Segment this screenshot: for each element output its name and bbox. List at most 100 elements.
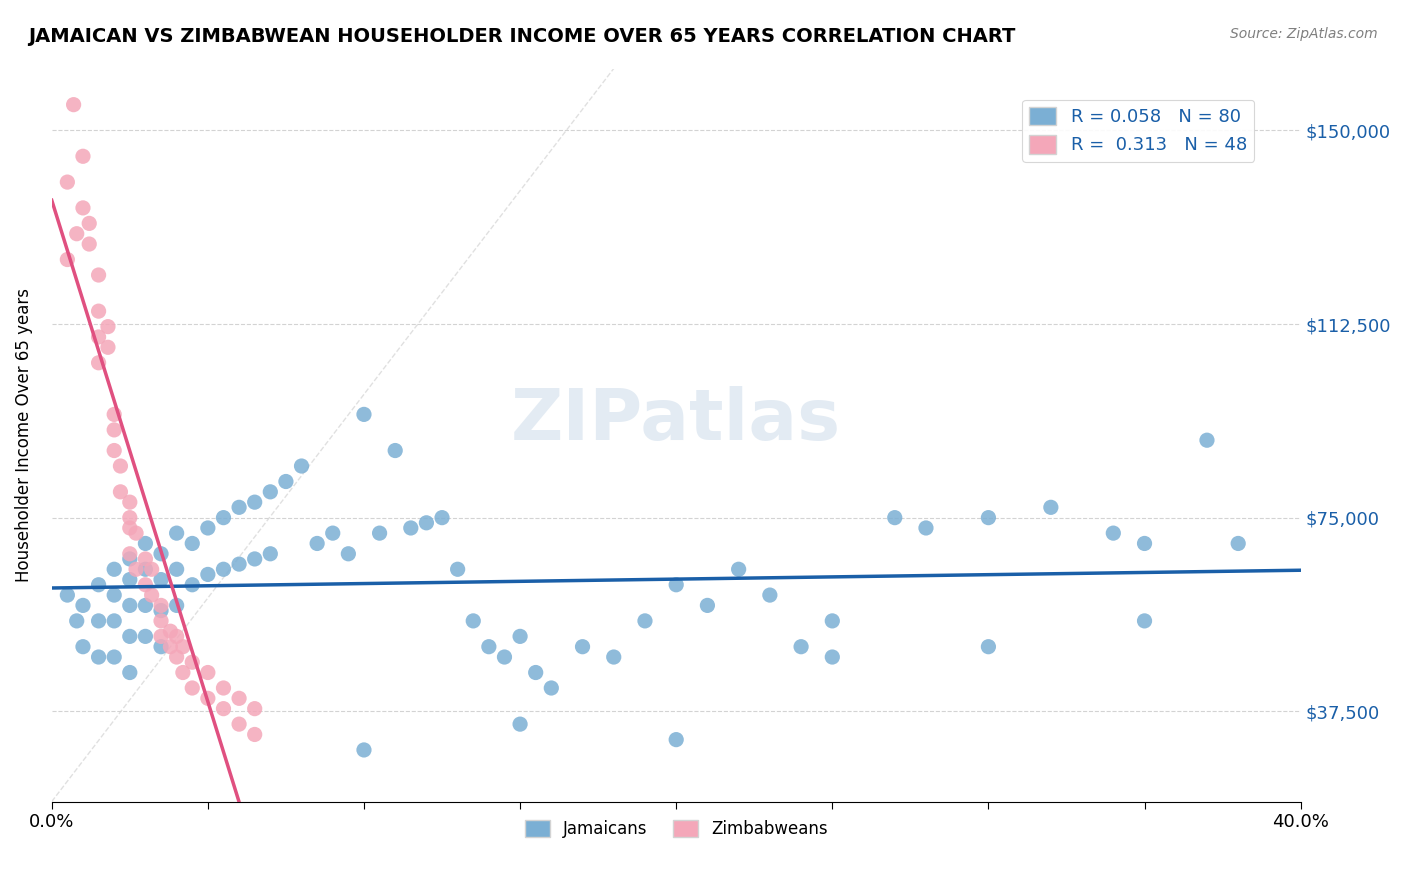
Point <box>181 681 204 695</box>
Point <box>118 547 141 561</box>
Point <box>322 526 344 541</box>
Point <box>509 629 531 643</box>
Point <box>727 562 749 576</box>
Point <box>524 665 547 680</box>
Point <box>463 614 485 628</box>
Point <box>134 552 156 566</box>
Y-axis label: Householder Income Over 65 years: Householder Income Over 65 years <box>15 288 32 582</box>
Point <box>228 691 250 706</box>
Point <box>259 547 281 561</box>
Point <box>197 691 219 706</box>
Point <box>134 578 156 592</box>
Point <box>1039 500 1062 515</box>
Point <box>77 216 100 230</box>
Point <box>243 727 266 741</box>
Point <box>259 484 281 499</box>
Point <box>72 640 94 654</box>
Point <box>166 650 188 665</box>
Point <box>634 614 657 628</box>
Point <box>665 578 688 592</box>
Point <box>197 567 219 582</box>
Point <box>166 629 188 643</box>
Point <box>103 562 125 576</box>
Point <box>290 458 312 473</box>
Point <box>103 614 125 628</box>
Point <box>118 552 141 566</box>
Point <box>1195 434 1218 448</box>
Point <box>243 495 266 509</box>
Point <box>87 304 110 318</box>
Point <box>384 443 406 458</box>
Point <box>181 578 204 592</box>
Point <box>430 510 453 524</box>
Point <box>172 665 194 680</box>
Point <box>125 526 148 541</box>
Point <box>66 614 89 628</box>
Point <box>103 423 125 437</box>
Point <box>62 97 84 112</box>
Point <box>56 588 79 602</box>
Point <box>103 650 125 665</box>
Point <box>72 201 94 215</box>
Point <box>197 521 219 535</box>
Point <box>571 640 593 654</box>
Point <box>1133 614 1156 628</box>
Point <box>821 650 844 665</box>
Point <box>150 547 173 561</box>
Point <box>72 599 94 613</box>
Point <box>87 330 110 344</box>
Point <box>665 732 688 747</box>
Point <box>118 521 141 535</box>
Point <box>134 536 156 550</box>
Point <box>118 599 141 613</box>
Point <box>166 599 188 613</box>
Point <box>134 629 156 643</box>
Point <box>212 562 235 576</box>
Text: Source: ZipAtlas.com: Source: ZipAtlas.com <box>1230 27 1378 41</box>
Point <box>696 599 718 613</box>
Point <box>110 458 132 473</box>
Point <box>353 743 375 757</box>
Point <box>87 356 110 370</box>
Point <box>159 640 181 654</box>
Point <box>821 614 844 628</box>
Point <box>478 640 501 654</box>
Point <box>87 268 110 282</box>
Point <box>141 562 163 576</box>
Point <box>307 536 329 550</box>
Point <box>134 599 156 613</box>
Point <box>446 562 468 576</box>
Point <box>274 475 297 489</box>
Point <box>509 717 531 731</box>
Point <box>97 319 120 334</box>
Point <box>228 557 250 571</box>
Text: JAMAICAN VS ZIMBABWEAN HOUSEHOLDER INCOME OVER 65 YEARS CORRELATION CHART: JAMAICAN VS ZIMBABWEAN HOUSEHOLDER INCOM… <box>28 27 1015 45</box>
Point <box>172 640 194 654</box>
Point <box>181 655 204 669</box>
Point <box>494 650 516 665</box>
Point <box>118 510 141 524</box>
Point <box>228 500 250 515</box>
Point <box>103 443 125 458</box>
Point <box>1227 536 1250 550</box>
Legend: Jamaicans, Zimbabweans: Jamaicans, Zimbabweans <box>519 813 834 845</box>
Point <box>243 552 266 566</box>
Point <box>103 588 125 602</box>
Point <box>87 650 110 665</box>
Point <box>540 681 562 695</box>
Point <box>212 701 235 715</box>
Point <box>110 484 132 499</box>
Point <box>87 578 110 592</box>
Point <box>368 526 391 541</box>
Point <box>134 562 156 576</box>
Point <box>1102 526 1125 541</box>
Point <box>212 510 235 524</box>
Point <box>150 603 173 617</box>
Point <box>212 681 235 695</box>
Point <box>977 510 1000 524</box>
Point <box>399 521 422 535</box>
Point <box>150 599 173 613</box>
Point <box>181 536 204 550</box>
Point <box>56 252 79 267</box>
Point <box>790 640 813 654</box>
